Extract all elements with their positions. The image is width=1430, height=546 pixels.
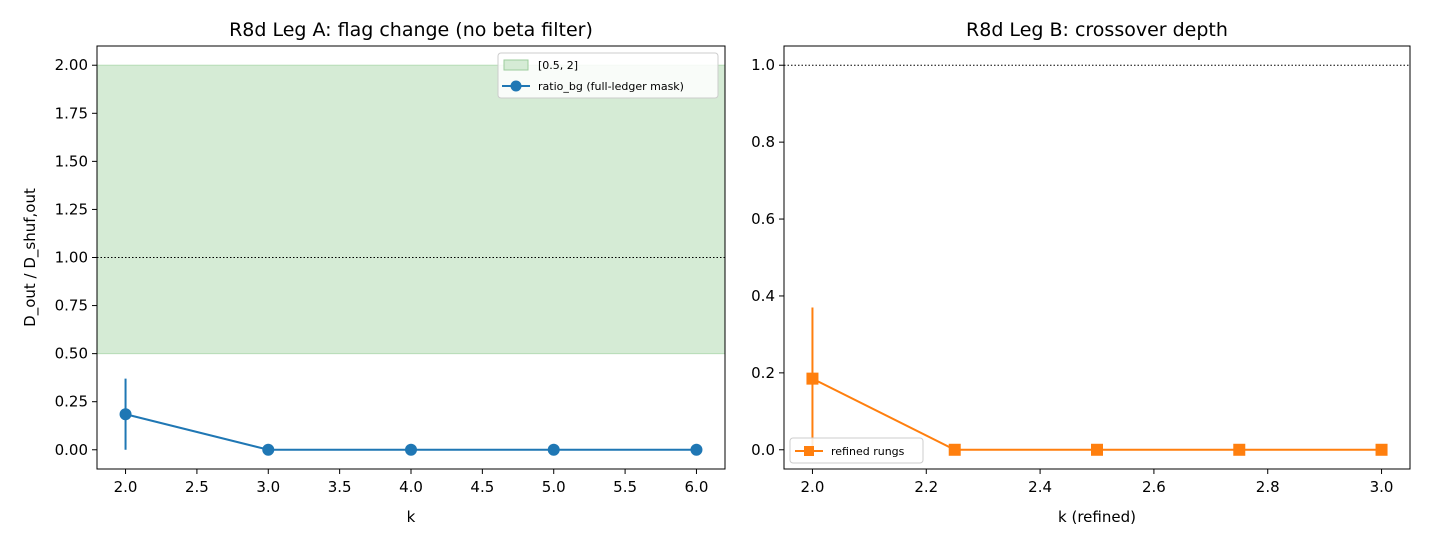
data-point bbox=[806, 372, 819, 385]
x-axis-label: k bbox=[407, 508, 416, 526]
x-tick-label: 3.0 bbox=[1370, 478, 1394, 496]
y-axis-label: D_out / D_shuf,out bbox=[21, 188, 40, 327]
series-group bbox=[119, 378, 703, 456]
x-tick-label: 2.4 bbox=[1028, 478, 1052, 496]
chart-title: R8d Leg B: crossover depth bbox=[966, 19, 1228, 41]
y-tick-label: 0.00 bbox=[55, 441, 88, 459]
data-point bbox=[547, 443, 560, 456]
x-tick-label: 3.5 bbox=[328, 478, 352, 496]
series-group bbox=[806, 307, 1388, 456]
y-tick-label: 0.2 bbox=[751, 364, 775, 382]
data-point bbox=[119, 408, 132, 421]
y-tick-label: 1.75 bbox=[55, 104, 88, 122]
x-tick-label: 2.0 bbox=[801, 478, 825, 496]
y-tick-label: 1.25 bbox=[55, 200, 88, 218]
data-point bbox=[405, 443, 417, 456]
legend-box bbox=[789, 437, 924, 464]
chart-panel-leg-b: 2.0 2.2 2.4 2.6 2.8 3.0 0.0 0.2 0.4 0.6 0.8 1.0 R8… bbox=[751, 19, 1411, 526]
legend-box bbox=[497, 52, 719, 99]
y-tick-label: 0.25 bbox=[55, 393, 88, 411]
y-tick-label: 2.00 bbox=[55, 56, 88, 74]
legend-series-marker bbox=[804, 446, 814, 456]
x-tick-label: 4.5 bbox=[470, 478, 494, 496]
chart-title: R8d Leg A: flag change (no beta filter) bbox=[229, 19, 593, 41]
legend-series-label: ratio_bg (full-ledger mask) bbox=[538, 80, 684, 93]
x-tick-label: 2.2 bbox=[914, 478, 938, 496]
data-point bbox=[262, 443, 275, 456]
data-point bbox=[690, 443, 703, 456]
x-axis-label: k (refined) bbox=[1058, 508, 1136, 526]
y-axis-ticks: 0.0 0.2 0.4 0.6 0.8 1.0 bbox=[751, 56, 784, 459]
legend-series-marker bbox=[510, 80, 522, 92]
data-point bbox=[948, 443, 961, 456]
legend: [0.5, 2] ratio_bg (full-ledger mask) bbox=[497, 52, 719, 99]
legend-band-swatch bbox=[503, 59, 529, 71]
x-axis-ticks: 2.0 2.2 2.4 2.6 2.8 3.0 bbox=[801, 469, 1394, 496]
x-tick-label: 2.6 bbox=[1142, 478, 1166, 496]
target-band bbox=[96, 64, 726, 355]
x-tick-label: 2.0 bbox=[114, 478, 138, 496]
x-tick-label: 2.5 bbox=[185, 478, 209, 496]
legend: refined rungs bbox=[789, 437, 924, 464]
x-tick-label: 5.5 bbox=[613, 478, 637, 496]
y-tick-label: 1.00 bbox=[55, 249, 88, 267]
x-tick-label: 2.8 bbox=[1256, 478, 1280, 496]
plot-frame bbox=[96, 45, 726, 470]
y-tick-label: 0.50 bbox=[55, 345, 88, 363]
y-tick-label: 0.8 bbox=[751, 133, 775, 151]
y-tick-label: 0.4 bbox=[751, 287, 775, 305]
data-point bbox=[1091, 443, 1103, 456]
x-tick-label: 6.0 bbox=[685, 478, 709, 496]
legend-series-label: refined rungs bbox=[831, 445, 905, 458]
plot-frame bbox=[783, 45, 1411, 470]
data-point bbox=[1233, 443, 1246, 456]
x-tick-label: 5.0 bbox=[542, 478, 566, 496]
x-axis-ticks: 2.0 2.5 3.0 3.5 4.0 4.5 5.0 5.5 6.0 bbox=[114, 469, 709, 496]
x-tick-label: 4.0 bbox=[399, 478, 423, 496]
y-tick-label: 1.0 bbox=[751, 56, 775, 74]
chart-panel-leg-a: 2.0 2.5 3.0 3.5 4.0 4.5 5.0 5.5 6.0 0.00 0.25 0.50… bbox=[21, 19, 726, 526]
data-point bbox=[1375, 443, 1388, 456]
y-tick-label: 1.50 bbox=[55, 152, 88, 170]
y-tick-label: 0.75 bbox=[55, 297, 88, 315]
y-axis-ticks: 0.00 0.25 0.50 0.75 1.00 1.25 1.50 1.75 2.00 bbox=[55, 56, 97, 459]
x-tick-label: 3.0 bbox=[256, 478, 280, 496]
legend-band-label: [0.5, 2] bbox=[538, 59, 578, 72]
y-tick-label: 0.6 bbox=[751, 210, 775, 228]
y-tick-label: 0.0 bbox=[751, 441, 775, 459]
